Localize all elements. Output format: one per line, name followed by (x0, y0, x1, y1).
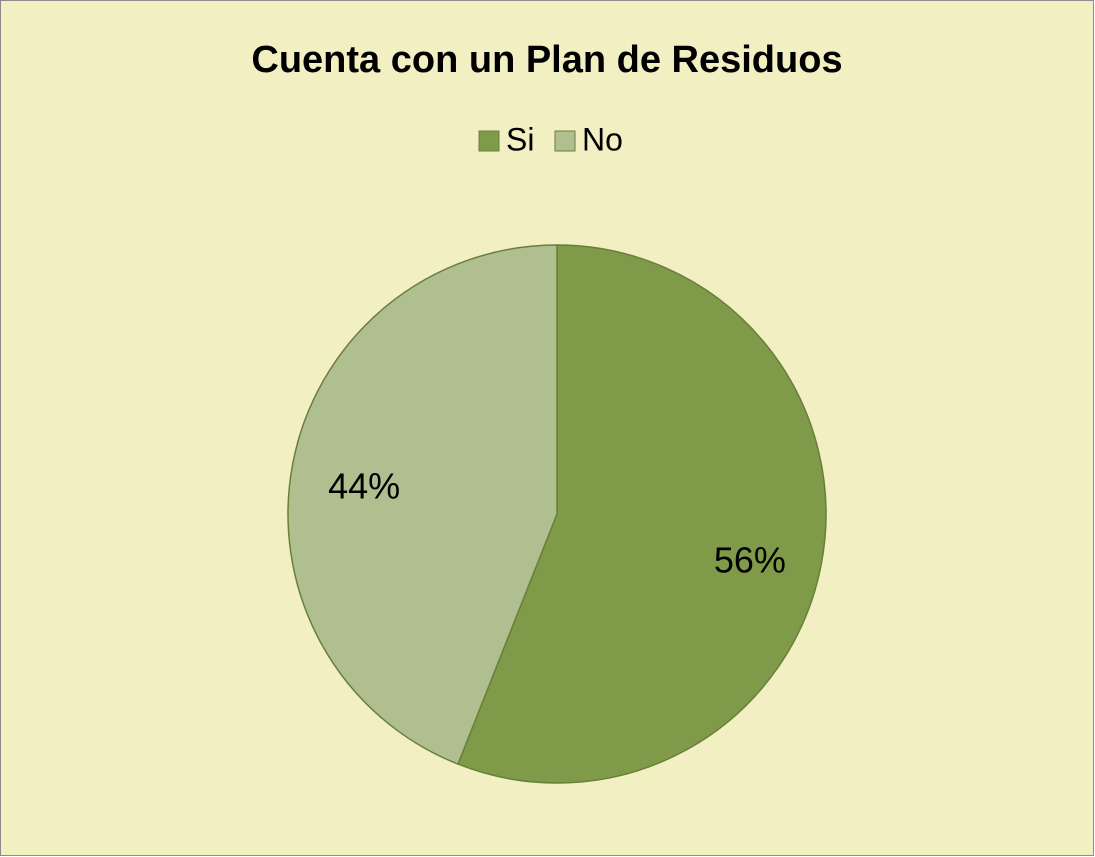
legend-swatch (478, 130, 500, 152)
data-label: 56% (714, 539, 786, 580)
legend-label: Si (506, 121, 534, 157)
data-label: 44% (328, 466, 400, 507)
chart-title: Cuenta con un Plan de Residuos (251, 39, 842, 81)
legend-swatch (554, 130, 576, 152)
pie-slice (287, 244, 558, 766)
legend-label: No (582, 121, 623, 157)
pie-slice (457, 244, 827, 784)
